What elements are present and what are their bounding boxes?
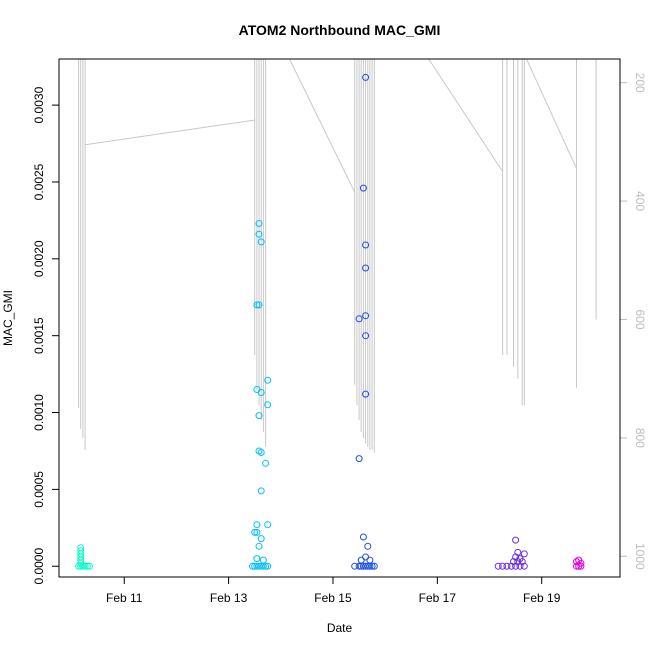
data-point-series-4 xyxy=(577,562,585,570)
data-point-series-2 xyxy=(355,455,363,463)
data-point-series-3 xyxy=(503,562,511,570)
y-tick-label: 0.0020 xyxy=(32,240,46,277)
data-point-series-3 xyxy=(520,550,528,558)
data-point-series-4 xyxy=(575,562,583,570)
data-point-series-2 xyxy=(366,562,374,570)
x-tick-label: Feb 13 xyxy=(210,591,248,605)
y-tick-label: 0.0005 xyxy=(32,471,46,508)
data-point-series-1 xyxy=(253,521,261,529)
data-point-series-1 xyxy=(255,542,263,550)
data-point-series-1 xyxy=(264,562,272,570)
data-point-series-2 xyxy=(355,315,363,323)
y-axis-label: MAC_GMI xyxy=(1,290,15,346)
y-axis-right: 200 400 600 800 1000 xyxy=(619,73,647,570)
data-point-series-0 xyxy=(77,562,85,570)
data-point-series-0 xyxy=(81,562,89,570)
data-point-series-1 xyxy=(253,555,261,563)
data-point-series-1 xyxy=(259,562,267,570)
y2-tick-label: 1000 xyxy=(633,543,647,570)
data-points xyxy=(75,73,585,570)
plot-frame xyxy=(58,58,621,578)
data-point-series-1 xyxy=(264,521,272,529)
data-point-series-2 xyxy=(357,556,365,564)
data-point-series-2 xyxy=(368,562,376,570)
data-point-series-1 xyxy=(257,535,265,543)
data-point-series-1 xyxy=(257,238,265,246)
data-point-series-3 xyxy=(507,562,515,570)
x-tick-label: Feb 15 xyxy=(314,591,352,605)
data-point-series-1 xyxy=(257,487,265,495)
x-tick-label: Feb 17 xyxy=(419,591,457,605)
x-tick-label: Feb 11 xyxy=(106,591,143,605)
y-axis-left: 0.0000 0.0005 0.0010 0.0015 0.0020 0.0025 0.00… xyxy=(32,86,60,585)
data-point-series-0 xyxy=(85,562,93,570)
data-point-series-2 xyxy=(359,184,367,192)
data-point-series-3 xyxy=(512,536,520,544)
data-point-series-3 xyxy=(494,562,502,570)
data-point-series-2 xyxy=(362,73,370,81)
y2-tick-label: 400 xyxy=(633,191,647,211)
y-tick-label: 0.0030 xyxy=(32,86,46,123)
chart-title: ATOM2 Northbound MAC_GMI xyxy=(239,22,441,38)
data-point-series-3 xyxy=(516,562,524,570)
x-tick-label: Feb 19 xyxy=(523,591,561,605)
data-point-series-1 xyxy=(264,401,272,409)
data-point-series-2 xyxy=(362,241,370,249)
y-tick-label: 0.0000 xyxy=(32,548,46,585)
data-point-series-2 xyxy=(364,542,372,550)
y2-tick-label: 800 xyxy=(633,428,647,448)
data-point-series-1 xyxy=(257,449,265,456)
data-point-series-1 xyxy=(255,230,263,238)
data-point-series-1 xyxy=(253,301,261,309)
x-axis-label: Date xyxy=(327,621,353,635)
data-point-series-2 xyxy=(359,533,367,541)
data-point-series-2 xyxy=(362,332,370,340)
data-point-series-4 xyxy=(573,562,580,570)
y2-tick-label: 600 xyxy=(633,309,647,329)
data-point-series-2 xyxy=(370,562,378,570)
data-point-series-1 xyxy=(255,220,263,227)
data-point-series-3 xyxy=(520,562,528,570)
data-point-series-1 xyxy=(253,528,261,536)
data-point-series-1 xyxy=(262,459,270,467)
y-tick-label: 0.0015 xyxy=(32,317,46,354)
data-point-series-1 xyxy=(264,376,272,384)
x-axis: Feb 11 Feb 13 Feb 15 Feb 17 Feb 19 xyxy=(106,576,561,605)
data-point-series-2 xyxy=(362,312,370,320)
data-point-series-2 xyxy=(357,562,365,570)
secondary-line xyxy=(78,59,597,453)
data-point-series-2 xyxy=(362,264,370,272)
y2-tick-label: 200 xyxy=(633,73,647,93)
data-point-series-1 xyxy=(255,301,263,309)
secondary-series xyxy=(78,59,597,453)
data-point-series-1 xyxy=(255,562,263,570)
data-point-series-1 xyxy=(251,528,259,536)
data-point-series-2 xyxy=(362,390,370,398)
data-point-series-1 xyxy=(257,389,265,396)
data-point-series-1 xyxy=(262,562,270,570)
data-point-series-0 xyxy=(83,562,91,570)
data-point-series-1 xyxy=(255,412,263,420)
y-tick-label: 0.0010 xyxy=(32,394,46,431)
y-tick-label: 0.0025 xyxy=(32,163,46,200)
data-point-series-2 xyxy=(366,556,374,564)
data-point-series-3 xyxy=(512,562,520,570)
data-point-series-1 xyxy=(259,556,267,564)
data-point-series-3 xyxy=(499,562,507,570)
